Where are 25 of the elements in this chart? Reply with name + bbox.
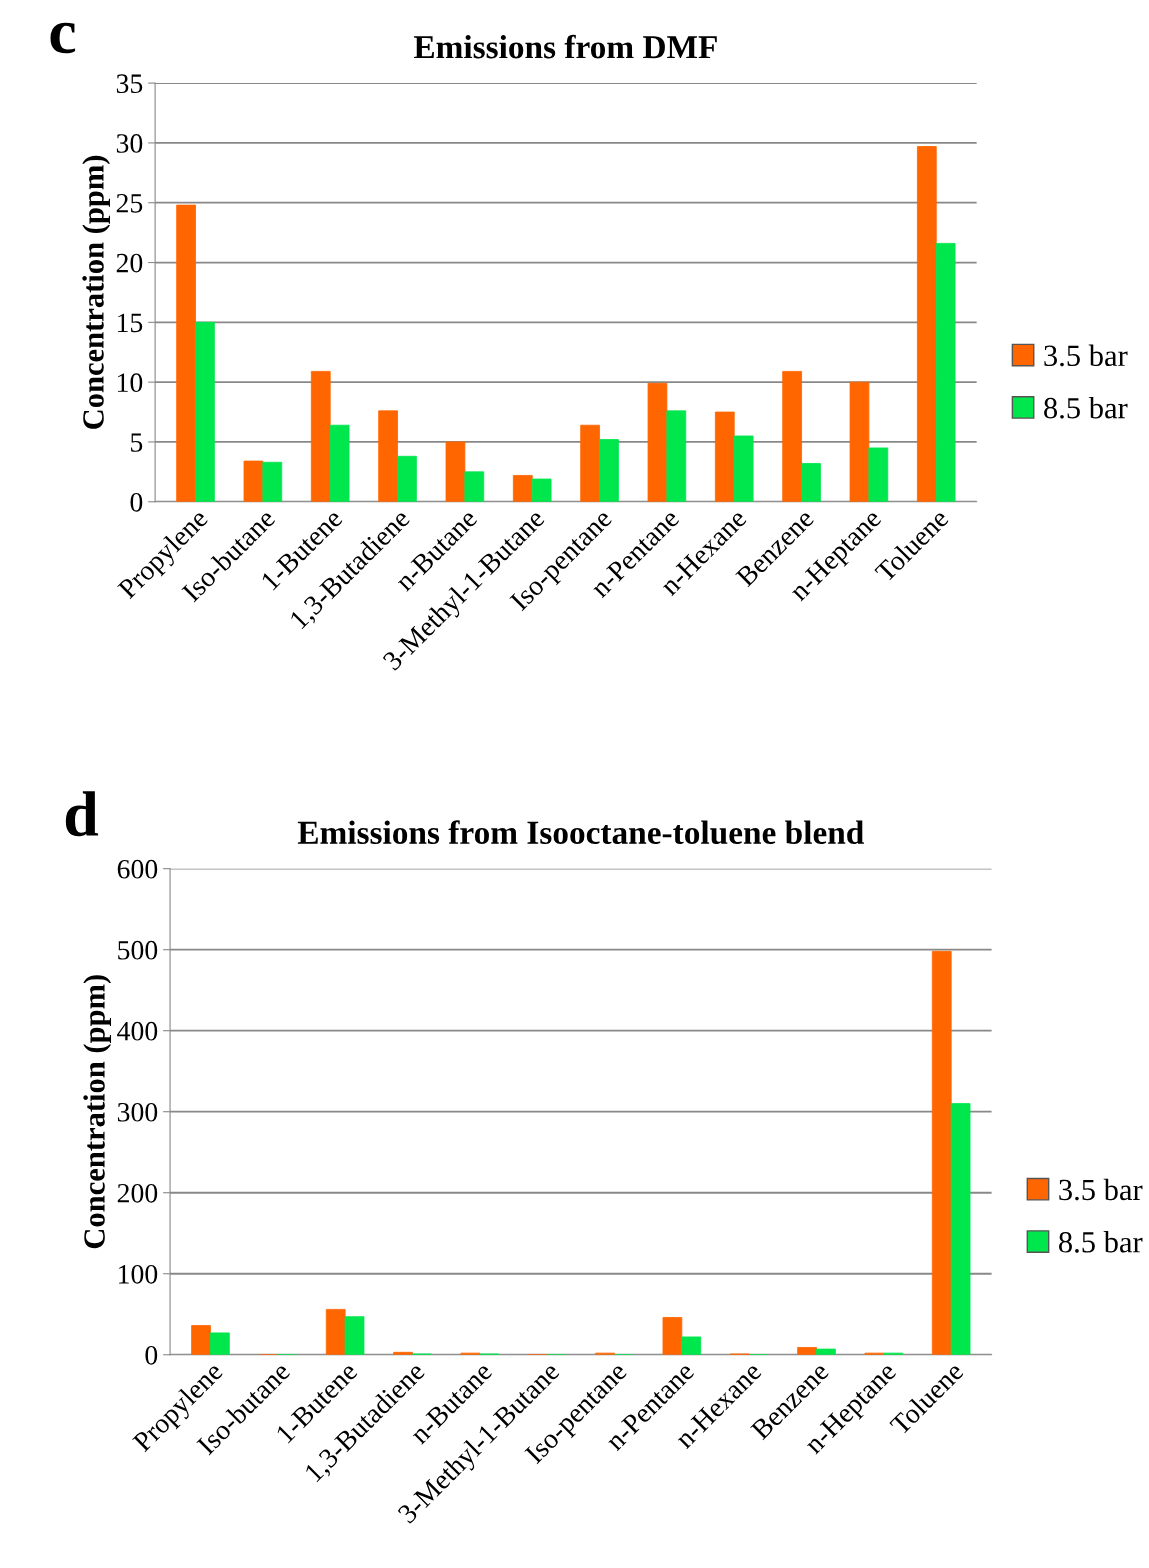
y-tick-label: 200 bbox=[117, 1183, 158, 1203]
y-tick-label: 35 bbox=[116, 74, 143, 94]
y-tick-label: 0 bbox=[145, 1345, 158, 1365]
y-tick-label: 20 bbox=[116, 253, 143, 273]
chart-title: Emissions from Isooctane-toluene blend bbox=[297, 820, 864, 845]
text: d bbox=[65, 791, 99, 837]
y-axis-title: Concentration (ppm) bbox=[83, 975, 112, 1249]
y-tick-label: 600 bbox=[117, 859, 158, 879]
legend-label: 3.5 bar bbox=[1059, 1178, 1143, 1201]
y-tick-label: 30 bbox=[116, 134, 143, 153]
text: c bbox=[50, 22, 76, 54]
y-tick-label: 400 bbox=[117, 1021, 158, 1041]
y-axis-title: Concentration (ppm) bbox=[82, 155, 110, 429]
y-tick-label: 500 bbox=[118, 940, 158, 960]
y-tick-label: 300 bbox=[117, 1102, 158, 1122]
y-tick-label: 25 bbox=[116, 193, 143, 213]
legend-label: 8.5 bar bbox=[1059, 1231, 1143, 1253]
y-tick-label: 0 bbox=[130, 492, 143, 512]
y-tick-label: 15 bbox=[117, 313, 143, 333]
legend-label: 3.5 bar bbox=[1044, 344, 1128, 367]
y-tick-label: 5 bbox=[131, 433, 143, 452]
y-tick-label: 10 bbox=[117, 373, 143, 393]
chart-title: Emissions from DMF bbox=[413, 34, 717, 59]
y-tick-label: 100 bbox=[119, 1264, 158, 1284]
legend-label: 8.5 bar bbox=[1044, 396, 1128, 419]
